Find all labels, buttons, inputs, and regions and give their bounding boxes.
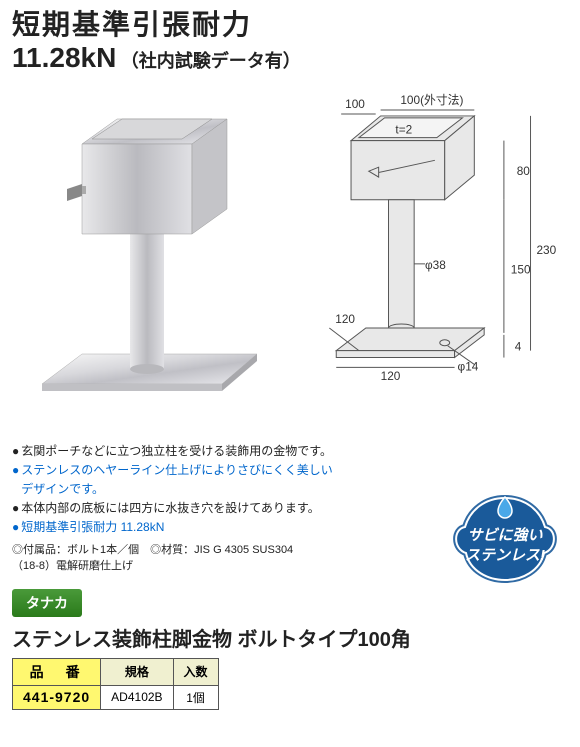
dim-total-h: 230 xyxy=(536,243,556,257)
table-row: 441-9720 AD4102B 1個 xyxy=(13,685,219,709)
dim-thickness: t=2 xyxy=(395,122,412,136)
th-spec: 規格 xyxy=(101,658,173,685)
cell-spec: AD4102B xyxy=(101,685,173,709)
dim-box-h: 80 xyxy=(517,164,531,178)
dim-top-depth: 100 xyxy=(345,97,365,111)
spec-table: 品 番 規格 入数 441-9720 AD4102B 1個 xyxy=(12,658,219,710)
bullet-3: 本体内部の底板には四方に水抜き穴を設けてあります。 xyxy=(21,499,319,518)
header-value: 11.28kN xyxy=(12,42,116,74)
product-name: ステンレス装飾柱脚金物 ボルトタイプ100角 xyxy=(12,623,568,652)
product-photo xyxy=(12,84,272,424)
header-value-row: 11.28kN （社内試験データ有） xyxy=(12,42,568,74)
th-qty: 入数 xyxy=(173,658,218,685)
brand-tag: タナカ xyxy=(12,589,82,617)
dimension-diagram: 100 100(外寸法) t=2 80 230 150 φ38 120 120 … xyxy=(272,84,568,434)
cell-qty: 1個 xyxy=(173,685,218,709)
dim-base-depth: 120 xyxy=(335,312,355,326)
header-title: 短期基準引張耐力 xyxy=(12,8,568,42)
main-area: 100 100(外寸法) t=2 80 230 150 φ38 120 120 … xyxy=(12,84,568,434)
bullet-2b: デザインです。 xyxy=(21,480,104,499)
dim-base-thick: 4 xyxy=(515,339,522,353)
bullet-4: 短期基準引張耐力 11.28kN xyxy=(21,518,164,537)
cell-code: 441-9720 xyxy=(13,685,101,709)
th-code: 品 番 xyxy=(13,658,101,685)
dim-hole-dia: φ14 xyxy=(458,359,479,373)
dim-post-dia: φ38 xyxy=(425,257,446,271)
dim-base-width: 120 xyxy=(381,369,401,383)
dim-top-width: 100(外寸法) xyxy=(400,93,463,107)
header: 短期基準引張耐力 11.28kN （社内試験データ有） xyxy=(12,8,568,74)
rust-resist-badge: サビに強い ステンレス! xyxy=(450,495,560,580)
header-note: （社内試験データ有） xyxy=(121,47,301,73)
bullet-2a: ステンレスのヘヤーライン仕上げによりさびにくく美しい xyxy=(21,461,333,480)
dim-post-h: 150 xyxy=(511,262,531,276)
bullet-1: 玄関ポーチなどに立つ独立柱を受ける装飾用の金物です。 xyxy=(21,442,332,461)
svg-text:サビに強い: サビに強い xyxy=(467,527,543,544)
svg-text:ステンレス!: ステンレス! xyxy=(465,547,545,564)
